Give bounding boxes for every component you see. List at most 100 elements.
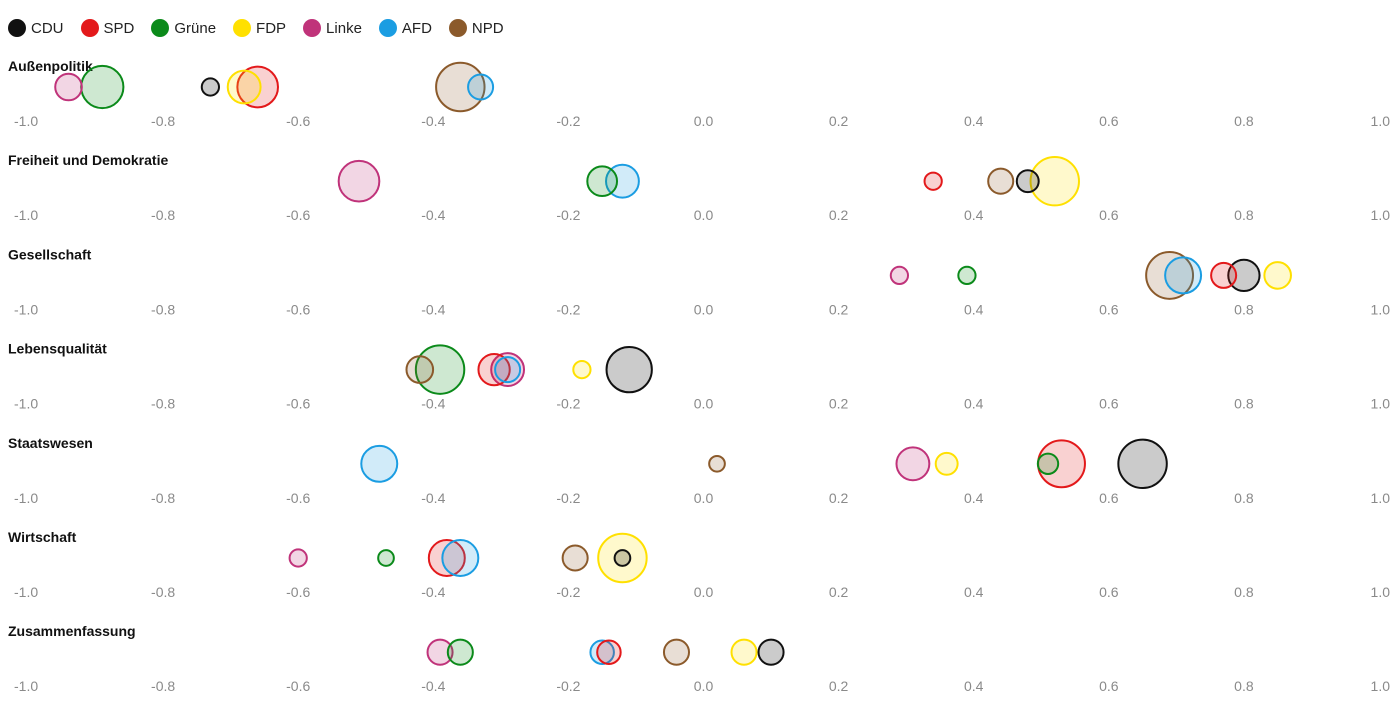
row-title: Freiheit und Demokratie [8, 152, 168, 168]
bubble-npd[interactable] [561, 544, 589, 572]
bubble-fdp[interactable] [1029, 155, 1080, 207]
bubble-grüne[interactable] [1036, 452, 1060, 475]
x-tick-label: -1.0 [14, 301, 38, 317]
x-tick-label: 1.0 [1371, 207, 1391, 223]
bubble-grüne[interactable] [586, 165, 619, 198]
x-tick-label: 0.6 [1099, 678, 1119, 694]
bubble-fdp[interactable] [572, 359, 592, 380]
x-tick-label: -0.6 [286, 207, 310, 223]
bubble-fdp[interactable] [1263, 261, 1292, 290]
x-tick-label: -0.6 [286, 678, 310, 694]
x-tick-label: 0.4 [964, 396, 984, 412]
x-tick-label: 0.8 [1234, 113, 1254, 129]
x-tick-label: 0.4 [964, 584, 984, 600]
legend-label: AFD [401, 19, 432, 37]
bubble-spd[interactable] [236, 65, 279, 109]
x-tick-label: 0.0 [694, 301, 714, 317]
bubble-afd[interactable] [441, 539, 480, 577]
x-tick-label: 1.0 [1371, 490, 1391, 506]
bubble-fdp[interactable] [934, 451, 959, 476]
row-2: Gesellschaft -1.0 -0.8 -0.6 -0.4 -0.2 0.0 0.2 0.… [8, 246, 1390, 317]
x-tick-label: 1.0 [1371, 584, 1391, 600]
x-tick-label: -0.2 [556, 584, 580, 600]
x-tick-label: 0.4 [964, 490, 984, 506]
x-tick-label: 0.8 [1234, 207, 1254, 223]
bubble-cdu[interactable] [200, 77, 221, 97]
x-tick-label: 0.2 [829, 396, 849, 412]
x-tick-label: -0.2 [556, 396, 580, 412]
x-tick-label: -0.4 [421, 396, 445, 412]
bubble-fdp[interactable] [597, 532, 648, 584]
x-tick-label: -0.2 [556, 490, 580, 506]
bubble-npd[interactable] [1145, 250, 1195, 300]
x-tick-label: 0.2 [829, 207, 849, 223]
x-tick-label: -1.0 [14, 584, 38, 600]
x-tick-label: 0.2 [829, 584, 849, 600]
row-title: Außenpolitik [8, 58, 93, 74]
x-tick-label: -0.2 [556, 301, 580, 317]
x-tick-label: 0.6 [1099, 301, 1119, 317]
bubble-afd[interactable] [467, 73, 495, 101]
bubble-linke[interactable] [895, 446, 931, 482]
legend-item-spd[interactable]: SPD [80, 19, 134, 37]
row-title: Wirtschaft [8, 529, 77, 545]
bubble-cdu[interactable] [1227, 258, 1261, 293]
legend-item-cdu[interactable]: CDU [8, 19, 64, 37]
legend-label: Grüne [174, 19, 217, 37]
bubble-grüne[interactable] [414, 344, 466, 395]
row-3: Lebensqualität -1.0 -0.8 -0.6 -0.4 -0.2 0.0 0.2… [8, 341, 1390, 412]
bubble-afd[interactable] [589, 639, 615, 665]
bubble-cdu[interactable] [1015, 169, 1040, 194]
bubble-grüne[interactable] [957, 265, 977, 286]
bubble-npd[interactable] [405, 355, 435, 384]
bubble-cdu[interactable] [605, 345, 653, 394]
x-tick-label: 0.6 [1099, 584, 1119, 600]
x-tick-label: 0.0 [694, 490, 714, 506]
x-tick-label: -0.8 [151, 490, 175, 506]
x-tick-label: -0.4 [421, 584, 445, 600]
bubble-npd[interactable] [708, 454, 726, 473]
bubble-fdp[interactable] [226, 69, 262, 105]
bubble-spd[interactable] [923, 171, 943, 191]
bubble-npd[interactable] [662, 638, 690, 666]
bubble-afd[interactable] [494, 356, 522, 384]
x-tick-label: 0.8 [1234, 678, 1254, 694]
x-tick-label: -0.8 [151, 207, 175, 223]
row-4: Staatswesen -1.0 -0.8 -0.6 -0.4 -0.2 0.0 0.2 0.4… [8, 435, 1390, 506]
bubble-cdu[interactable] [1117, 438, 1168, 490]
bubble-grüne[interactable] [80, 64, 125, 110]
bubble-spd[interactable] [1210, 261, 1238, 289]
bubble-fdp[interactable] [730, 638, 758, 666]
x-tick-label: 0.4 [964, 207, 984, 223]
legend-swatch [378, 19, 397, 37]
bubble-linke[interactable] [889, 265, 910, 286]
row-title: Gesellschaft [8, 246, 92, 262]
legend-item-afd[interactable]: AFD [378, 19, 432, 37]
bubble-spd[interactable] [427, 539, 466, 577]
x-tick-label: 0.8 [1234, 396, 1254, 412]
bubble-grüne[interactable] [377, 549, 395, 567]
legend-item-grüne[interactable]: Grüne [151, 19, 216, 37]
x-tick-label: 0.0 [694, 678, 714, 694]
bubble-cdu[interactable] [613, 549, 632, 567]
bubble-npd[interactable] [987, 167, 1015, 195]
bubble-afd[interactable] [1164, 256, 1203, 295]
x-tick-label: -0.6 [286, 301, 310, 317]
bubble-linke[interactable] [288, 548, 308, 568]
bubble-npd[interactable] [435, 61, 486, 113]
bubble-afd[interactable] [360, 444, 399, 483]
legend-item-fdp[interactable]: FDP [233, 19, 286, 37]
x-tick-label: 0.0 [694, 113, 714, 129]
legend-item-npd[interactable]: NPD [448, 19, 504, 37]
x-tick-label: 0.8 [1234, 584, 1254, 600]
x-tick-label: -0.4 [421, 490, 445, 506]
bubble-linke[interactable] [337, 159, 381, 203]
legend-item-linke[interactable]: Linke [303, 19, 362, 37]
bubble-linke[interactable] [54, 72, 83, 102]
row-1: Freiheit und Demokratie -1.0 -0.8 -0.6 -0.4 -… [8, 152, 1390, 223]
row-0: Außenpolitik -1.0 -0.8 -0.6 -0.4 -0.2 0.0 0.2 0.… [8, 58, 1390, 129]
bubble-spd[interactable] [596, 639, 622, 665]
bubble-linke[interactable] [426, 638, 454, 666]
bubble-grüne[interactable] [446, 638, 474, 666]
bubble-cdu[interactable] [757, 638, 785, 666]
